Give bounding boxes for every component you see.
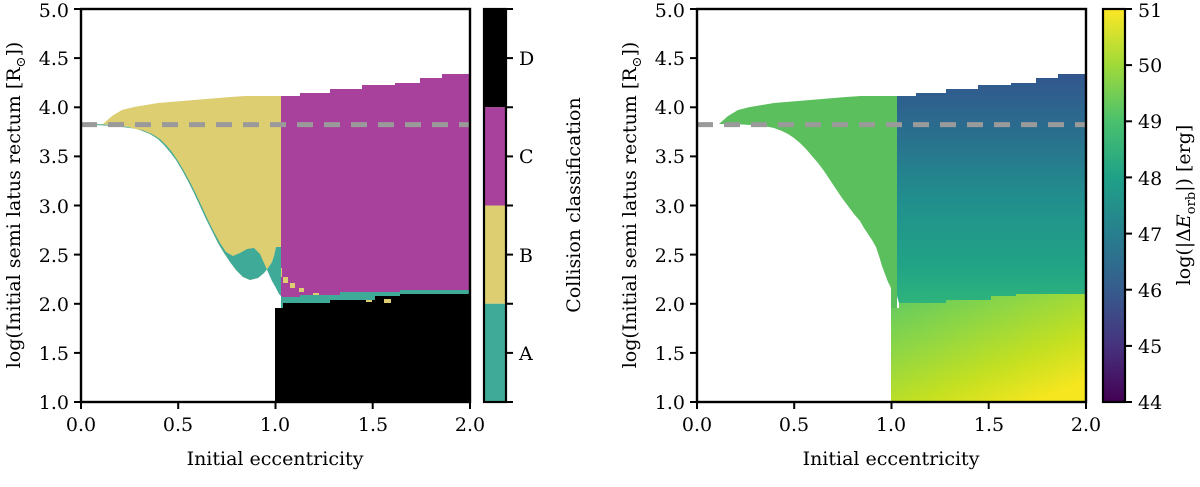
right-panel-svg: 1.0 1.5 2.0 2.5 3.0 3.5 4.0 4.5 5.0 0.0 … [619, 0, 1199, 470]
left-xtick-4: 1.5 [358, 414, 388, 436]
left-ytick-1: 1.0 [39, 392, 69, 414]
left-colorbar[interactable]: D C B A Collision classification [482, 7, 585, 404]
tan-speck-4 [299, 288, 304, 292]
right-data-layer [697, 74, 1086, 402]
right-colorbar-ticks [1125, 8, 1132, 403]
left-yaxis-label-suffix: ]) [3, 42, 25, 57]
right-y-ticks [690, 8, 697, 403]
left-panel-svg: 1.0 1.5 2.0 2.5 3.0 3.5 4.0 4.5 5.0 0.0 … [3, 0, 585, 470]
left-ytick-7: 4.0 [39, 97, 69, 119]
left-data-layer [81, 74, 470, 402]
left-x-ticks [80, 402, 471, 409]
right-colorbar-label: log(|ΔEorb|) [erg] [1173, 125, 1199, 286]
right-ytick-4: 2.5 [655, 245, 685, 267]
right-yaxis-label-suffix: ]) [619, 42, 641, 57]
left-ytick-2: 1.5 [39, 343, 69, 365]
right-yaxis-label: log(Initial semi latus rectum [R⊙]) [619, 42, 645, 369]
colorbar-ticks [506, 8, 513, 403]
right-x-ticklabels: 0.0 0.5 1.0 1.5 2.0 [682, 414, 1101, 436]
right-cbtick-46: 46 [1138, 280, 1162, 302]
energy-block-lower [891, 294, 1086, 402]
right-ytick-6: 3.5 [655, 146, 685, 168]
colorbar-gradient [1103, 9, 1125, 402]
right-cbtick-49: 49 [1138, 111, 1162, 133]
right-ytick-8: 4.5 [655, 48, 685, 70]
energy-wedge-green [697, 96, 897, 402]
left-ytick-8: 4.5 [39, 48, 69, 70]
cb-label-sub: orb [1184, 192, 1199, 214]
tan-speck-2 [283, 277, 288, 283]
right-cbtick-48: 48 [1138, 168, 1162, 190]
left-xtick-5: 2.0 [455, 414, 485, 436]
colorbar-ticklabel-C: C [519, 146, 534, 168]
right-energy-panel: 1.0 1.5 2.0 2.5 3.0 3.5 4.0 4.5 5.0 0.0 … [600, 0, 1200, 487]
right-yaxis-label-sub: ⊙ [630, 57, 645, 68]
right-cbtick-47: 47 [1138, 224, 1162, 246]
right-colorbar-frame [1101, 7, 1127, 404]
right-ytick-3: 2.0 [655, 294, 685, 316]
colorbar-swatch-D [484, 9, 506, 108]
right-colorbar-ticklabels: 44 45 46 47 48 49 50 51 [1138, 0, 1162, 414]
right-cbtick-44: 44 [1138, 392, 1162, 414]
tan-speck-3 [290, 283, 295, 288]
left-yaxis-label-sub: ⊙ [14, 57, 29, 68]
region-B-tan [81, 96, 281, 280]
left-ytick-9: 5.0 [39, 0, 69, 22]
svg-text:log(|ΔEorb|) [erg]: log(|ΔEorb|) [erg] [1173, 125, 1199, 286]
colorbar-swatch-C [484, 107, 506, 206]
colorbar-swatch-B [484, 205, 506, 304]
right-yaxis-label-prefix: log(Initial semi latus rectum [R [619, 67, 641, 369]
left-colorbar-label: Collision classification [563, 97, 585, 312]
region-A-teal [81, 124, 470, 308]
right-ytick-7: 4.0 [655, 97, 685, 119]
left-yaxis-label: log(Initial semi latus rectum [R⊙]) [3, 42, 29, 369]
left-xaxis-label: Initial eccentricity [187, 448, 364, 470]
left-xtick-1: 0.0 [66, 414, 96, 436]
right-colorbar[interactable]: 44 45 46 47 48 49 50 51 log(|ΔEorb|) [er… [1101, 0, 1199, 414]
region-D-black [275, 294, 470, 402]
right-ytick-9: 5.0 [655, 0, 685, 22]
cb-label-tail: |) [erg] [1173, 125, 1195, 192]
left-ytick-3: 2.0 [39, 294, 69, 316]
left-ytick-4: 2.5 [39, 245, 69, 267]
colorbar-ticklabel-D: D [519, 48, 534, 70]
left-xtick-3: 1.0 [260, 414, 290, 436]
right-cbtick-51: 51 [1138, 0, 1162, 22]
right-xtick-3: 1.0 [876, 414, 906, 436]
right-cbtick-45: 45 [1138, 336, 1162, 358]
cb-label-lead: log(|Δ [1173, 228, 1195, 285]
left-x-ticklabels: 0.0 0.5 1.0 1.5 2.0 [66, 414, 485, 436]
right-ytick-2: 1.5 [655, 343, 685, 365]
colorbar-swatch-A [484, 303, 506, 402]
svg-text:log(Initial semi latus rectum: log(Initial semi latus rectum [R⊙]) [3, 42, 29, 369]
region-C-magenta [281, 74, 470, 402]
left-ytick-6: 3.5 [39, 146, 69, 168]
right-xtick-5: 2.0 [1071, 414, 1101, 436]
colorbar-ticklabel-A: A [518, 343, 533, 365]
right-xaxis-label: Initial eccentricity [803, 448, 980, 470]
right-ytick-1: 1.0 [655, 392, 685, 414]
colorbar-ticklabel-B: B [519, 245, 533, 267]
right-y-ticklabels: 1.0 1.5 2.0 2.5 3.0 3.5 4.0 4.5 5.0 [655, 0, 685, 414]
svg-text:log(Initial semi latus rectum: log(Initial semi latus rectum [R⊙]) [619, 42, 645, 369]
right-ytick-5: 3.0 [655, 196, 685, 218]
left-ytick-5: 3.0 [39, 196, 69, 218]
left-y-ticks [74, 8, 81, 403]
right-x-ticks [696, 402, 1087, 409]
right-xtick-2: 0.5 [779, 414, 809, 436]
left-y-ticklabels: 1.0 1.5 2.0 2.5 3.0 3.5 4.0 4.5 5.0 [39, 0, 69, 414]
tan-speck-7 [384, 299, 391, 303]
left-yaxis-label-prefix: log(Initial semi latus rectum [R [3, 67, 25, 369]
right-xtick-1: 0.0 [682, 414, 712, 436]
right-xtick-4: 1.5 [974, 414, 1004, 436]
left-classification-panel: 1.0 1.5 2.0 2.5 3.0 3.5 4.0 4.5 5.0 0.0 … [3, 0, 585, 470]
cb-label-E: E [1173, 214, 1195, 229]
left-colorbar-ticklabels: D C B A [518, 48, 534, 365]
left-xtick-2: 0.5 [163, 414, 193, 436]
right-cbtick-50: 50 [1138, 55, 1162, 77]
energy-block-upper [897, 74, 1086, 303]
